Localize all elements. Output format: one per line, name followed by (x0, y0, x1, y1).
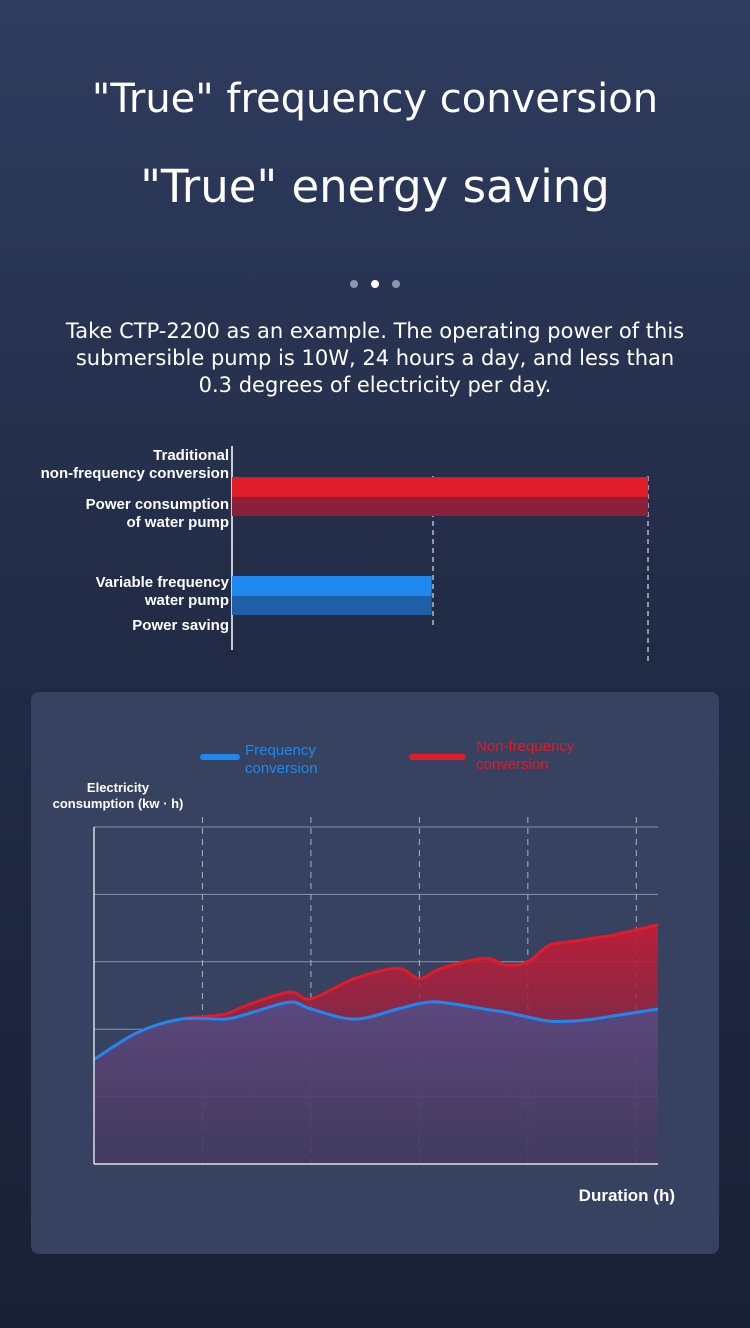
legend-nonfrequency-label: conversion (476, 756, 549, 773)
pagination-dot[interactable] (350, 280, 358, 288)
title-line-2: "True" energy saving (140, 160, 610, 213)
bar-shade (232, 596, 432, 615)
bar (232, 576, 432, 596)
bar-sublabel-power-consumption: Power consumption of water pump (86, 496, 229, 532)
line-frequency (93, 1000, 659, 1061)
description-text: Take CTP-2200 as an example. The operati… (65, 319, 685, 397)
legend-nonfrequency-label: Non-frequency (476, 738, 575, 755)
pagination-dot[interactable] (392, 280, 400, 288)
bar-label-line: Variable frequency (95, 574, 229, 591)
y-axis-label: Electricity (87, 780, 150, 795)
chart-plot (93, 923, 659, 1164)
area-frequency (94, 1001, 658, 1164)
legend-frequency-label: conversion (245, 760, 318, 777)
x-axis-label: Duration (h) (579, 1186, 675, 1205)
bar-label-line: of water pump (126, 514, 229, 531)
bar-label-line: Traditional (153, 447, 229, 464)
bar-label-variable-frequency: Variable frequency water pump (96, 574, 229, 610)
bar-shade (232, 497, 648, 516)
legend-frequency-label: Frequency (245, 742, 316, 759)
pagination-dots (0, 280, 750, 288)
bar-label-line: non-frequency conversion (40, 465, 229, 482)
line-nonfrequency (93, 923, 659, 1061)
bar-label-line: water pump (144, 592, 229, 609)
title-line-1: "True" frequency conversion (91, 76, 659, 122)
bar-chart (232, 477, 648, 615)
bar-label-line: Power consumption (85, 496, 229, 513)
y-axis-label: consumption (kw · h) (53, 796, 184, 811)
bar-label-traditional: Traditional non-frequency conversion (41, 447, 229, 483)
bar-label-line: Power saving (132, 617, 229, 634)
pagination-dot[interactable] (371, 280, 379, 288)
bar (232, 477, 648, 497)
bar-sublabel-power-saving: Power saving (132, 617, 229, 635)
